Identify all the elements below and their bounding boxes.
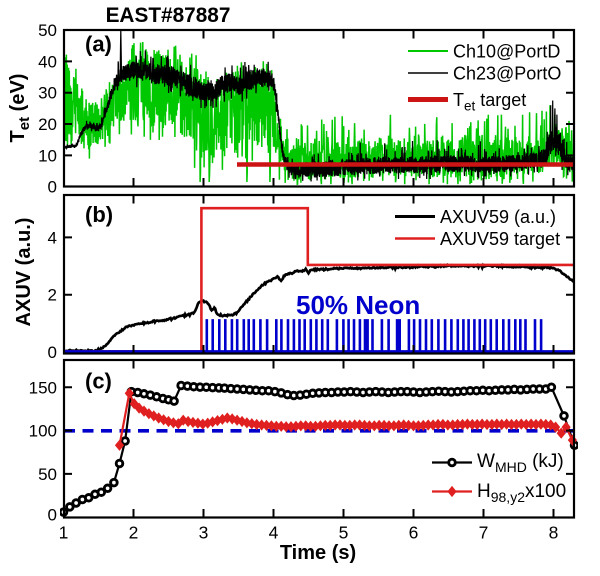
svg-text:2: 2: [129, 523, 139, 543]
svg-text:50: 50: [38, 465, 57, 484]
svg-text:H98,y2x100: H98,y2x100: [477, 481, 566, 505]
svg-text:EAST#87887: EAST#87887: [106, 4, 231, 27]
svg-text:AXUV (a.u.): AXUV (a.u.): [13, 218, 35, 327]
svg-text:1: 1: [59, 523, 69, 543]
svg-text:Ch23@PortO: Ch23@PortO: [453, 64, 561, 84]
svg-text:AXUV59 target: AXUV59 target: [440, 229, 560, 249]
svg-text:20: 20: [38, 115, 57, 134]
svg-text:0: 0: [48, 178, 57, 197]
svg-text:50% Neon: 50% Neon: [296, 290, 420, 320]
svg-text:7: 7: [479, 523, 489, 543]
svg-text:5: 5: [339, 523, 349, 543]
svg-text:Ch10@PortD: Ch10@PortD: [453, 42, 560, 62]
svg-text:100: 100: [29, 422, 57, 441]
svg-text:3: 3: [199, 523, 209, 543]
svg-text:4: 4: [48, 228, 57, 247]
svg-text:Tet target: Tet target: [453, 90, 526, 114]
svg-text:150: 150: [29, 378, 57, 397]
svg-text:40: 40: [38, 52, 57, 71]
svg-text:0: 0: [48, 343, 57, 362]
svg-text:(b): (b): [85, 202, 113, 227]
svg-text:Tet (eV): Tet (eV): [7, 74, 33, 143]
svg-text:6: 6: [409, 523, 419, 543]
svg-text:(c): (c): [85, 369, 112, 394]
svg-text:Time (s): Time (s): [280, 542, 356, 564]
svg-text:10: 10: [38, 146, 57, 165]
svg-text:(a): (a): [85, 32, 112, 57]
svg-text:8: 8: [549, 523, 559, 543]
svg-text:AXUV59 (a.u.): AXUV59 (a.u.): [440, 207, 556, 227]
svg-text:30: 30: [38, 84, 57, 103]
svg-text:50: 50: [38, 21, 57, 40]
svg-text:4: 4: [269, 523, 279, 543]
svg-text:WMHD (kJ): WMHD (kJ): [477, 451, 564, 475]
svg-text:2: 2: [48, 286, 57, 305]
svg-text:0: 0: [48, 506, 57, 525]
